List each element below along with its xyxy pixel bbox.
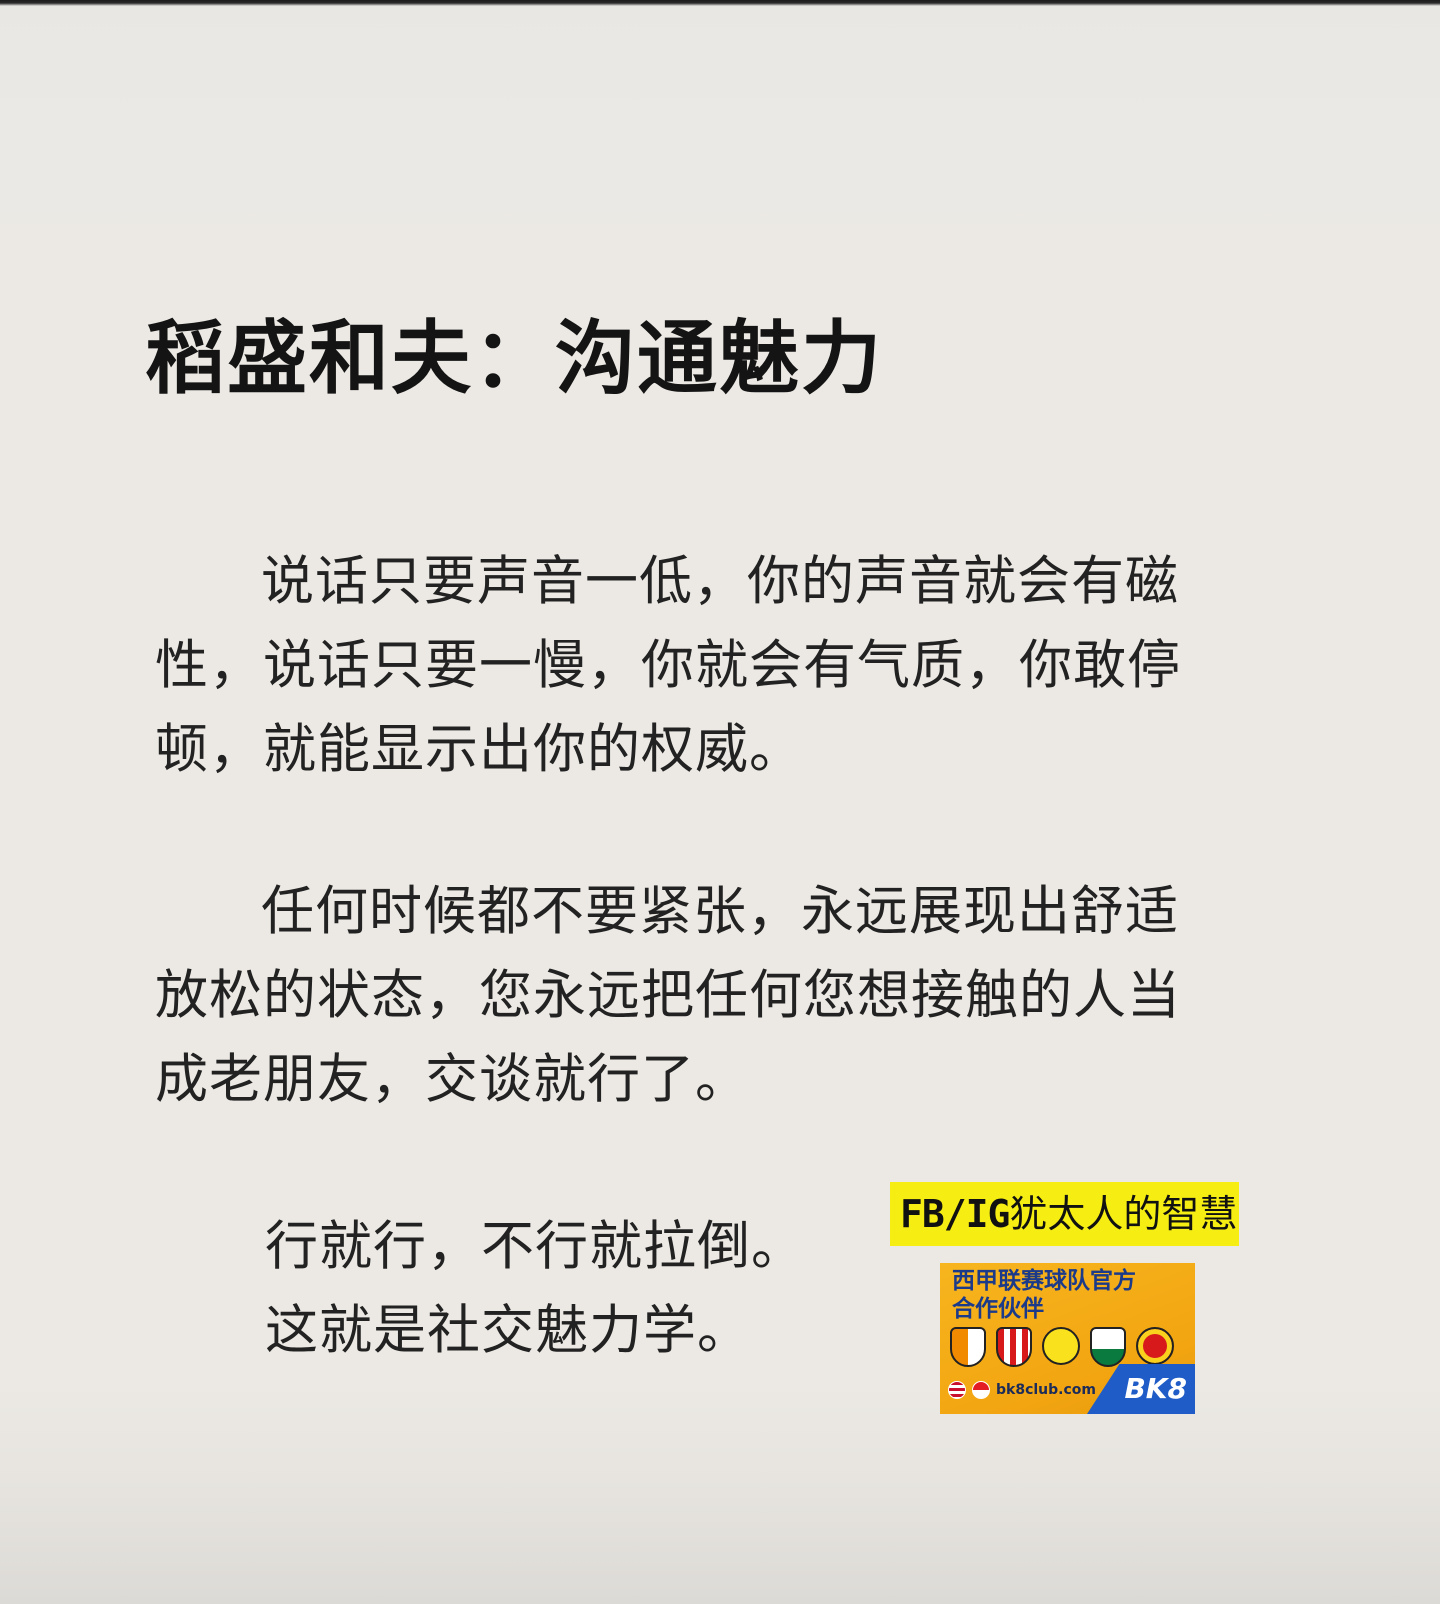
ad-title-line-2: 合作伙伴: [952, 1296, 1044, 1322]
ad-site-url[interactable]: bk8club.com: [996, 1382, 1096, 1398]
closing-line-1: 行就行，不行就拉倒。: [265, 1216, 805, 1277]
closing-line-2: 这就是社交魅力学。: [265, 1300, 751, 1361]
watermark-text: 犹太人的智慧: [1009, 1192, 1238, 1236]
paragraph-1: 说话只要声音一低，你的声音就会有磁性，说话只要一慢，你就会有气质，你敢停顿，就能…: [155, 540, 1215, 792]
club-crests: [950, 1327, 1174, 1367]
athletic-club-crest-icon: [996, 1327, 1032, 1367]
sponsor-ad-banner[interactable]: 西甲联赛球队官方 合作伙伴 bk8club.com BK8: [940, 1263, 1195, 1414]
closing-lines: 行就行，不行就拉倒。 这就是社交魅力学。: [265, 1205, 865, 1373]
singapore-flag-icon: [972, 1381, 990, 1399]
social-watermark-tag: FB/IG犹太人的智慧: [890, 1182, 1239, 1246]
bk8-logo: BK8: [1087, 1364, 1195, 1414]
elche-crest-icon: [1090, 1327, 1126, 1367]
ad-footer: bk8club.com: [948, 1381, 1096, 1399]
villarreal-crest-icon: [1042, 1327, 1080, 1365]
mallorca-crest-icon: [1136, 1327, 1174, 1365]
ad-title: 西甲联赛球队官方 合作伙伴: [952, 1267, 1136, 1323]
ad-title-line-1: 西甲联赛球队官方: [952, 1268, 1136, 1294]
paragraph-1-text: 说话只要声音一低，你的声音就会有磁性，说话只要一慢，你就会有气质，你敢停顿，就能…: [155, 551, 1181, 780]
malaysia-flag-icon: [948, 1381, 966, 1399]
paragraph-2-text: 任何时候都不要紧张，永远展现出舒适放松的状态，您永远把任何您想接触的人当成老朋友…: [155, 881, 1181, 1110]
watermark-prefix: FB/IG: [900, 1192, 1010, 1236]
page-title: 稻盛和夫：沟通魅力: [145, 311, 883, 405]
valencia-crest-icon: [950, 1327, 986, 1367]
paragraph-2: 任何时候都不要紧张，永远展现出舒适放松的状态，您永远把任何您想接触的人当成老朋友…: [155, 870, 1215, 1122]
